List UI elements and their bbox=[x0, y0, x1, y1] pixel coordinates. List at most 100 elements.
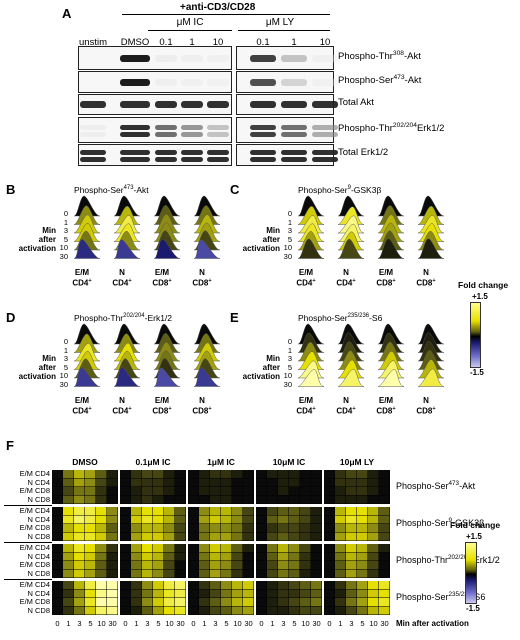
heatmap-cell bbox=[74, 507, 85, 515]
heatmap-cell bbox=[210, 495, 221, 504]
heatmap-cell bbox=[243, 569, 254, 578]
heatmap-cell bbox=[368, 561, 379, 569]
heatmap-cell bbox=[153, 470, 164, 478]
blot-band bbox=[120, 101, 150, 108]
panel-letter-D: D bbox=[6, 310, 16, 325]
population-label-line1: N bbox=[119, 396, 125, 405]
heatmap-cell bbox=[210, 544, 221, 552]
flow-title-E: Phospho-Ser235/236-S6 bbox=[298, 313, 382, 323]
heatmap-cell bbox=[311, 478, 322, 487]
heatmap-cell bbox=[289, 561, 300, 569]
heatmap-cell bbox=[120, 606, 131, 615]
time-tick: 10 bbox=[283, 371, 292, 380]
time-tick: 5 bbox=[287, 234, 292, 244]
heatmap-row-label: N CD4 bbox=[27, 551, 50, 561]
time-tick: 3 bbox=[63, 354, 68, 363]
histogram-curve bbox=[297, 369, 325, 387]
population-cell: CD4 bbox=[72, 406, 89, 416]
heatmap-cell bbox=[131, 569, 142, 578]
heatmap-cell bbox=[188, 507, 199, 515]
heatmap-cell bbox=[232, 589, 243, 598]
heatmap-x-tick: 3 bbox=[145, 619, 150, 628]
flow-title-E-suffix: -S6 bbox=[369, 313, 383, 323]
population-cell: CD8 bbox=[416, 278, 433, 288]
heatmap-cell bbox=[175, 495, 186, 504]
heatmap-cell bbox=[379, 532, 390, 541]
heatmap-cell bbox=[188, 598, 199, 606]
heatmap-cell bbox=[199, 544, 210, 552]
colorbar-min-label: -1.5 bbox=[470, 368, 484, 377]
heatmap-cell bbox=[278, 495, 289, 504]
blot-band bbox=[250, 101, 276, 108]
histogram-curve bbox=[113, 205, 141, 225]
ly-label: μM LY bbox=[265, 17, 295, 28]
heatmap-cell bbox=[232, 569, 243, 578]
heatmap-cell bbox=[153, 606, 164, 615]
heatmap-cell bbox=[379, 606, 390, 615]
population-label-line1: N bbox=[343, 396, 349, 405]
heatmap-cell bbox=[324, 515, 335, 524]
population-cell: CD8 bbox=[192, 406, 209, 416]
flow-title-C: Phospho-Ser9-GSK3β bbox=[298, 185, 381, 195]
heatmap-cell bbox=[175, 561, 186, 569]
blot-label-1-suffix: -Akt bbox=[404, 75, 422, 87]
population-label-line1: E/M bbox=[298, 396, 314, 405]
heatmap-cell bbox=[335, 470, 346, 478]
population-sup: + bbox=[128, 278, 132, 284]
heatmap-cell bbox=[153, 515, 164, 524]
heatmap-cell bbox=[199, 581, 210, 589]
heatmap-cell bbox=[63, 561, 74, 569]
heatmap-x-tick: 10 bbox=[165, 619, 174, 628]
population-cell: CD8 bbox=[416, 406, 433, 416]
blot-label-4: Total Erk1/2 bbox=[338, 147, 388, 158]
min-after-activation-label: Min after activation bbox=[236, 354, 280, 381]
heatmap-cell bbox=[85, 544, 96, 552]
heatmap-cell bbox=[335, 552, 346, 561]
histogram-curve bbox=[193, 239, 221, 259]
population-sup: + bbox=[352, 406, 356, 412]
heatmap-cell bbox=[278, 544, 289, 552]
histogram-curve bbox=[193, 367, 221, 387]
histogram-curve bbox=[337, 368, 365, 387]
heatmap-cell bbox=[120, 495, 131, 504]
heatmap-cell bbox=[142, 487, 153, 495]
heatmap-cell bbox=[85, 478, 96, 487]
time-axis: 0 1 3 5 10 30 bbox=[56, 337, 68, 389]
heatmap-cell bbox=[153, 495, 164, 504]
blot-left-1 bbox=[78, 71, 232, 93]
blot-band bbox=[281, 101, 307, 108]
heatmap-cell bbox=[335, 598, 346, 606]
population-cell: CD8 bbox=[152, 278, 169, 288]
heatmap-cell bbox=[243, 470, 254, 478]
blot-band bbox=[250, 54, 276, 62]
heatmap-cell bbox=[142, 507, 153, 515]
population-cell: CD4 bbox=[296, 278, 313, 288]
heatmap-cell bbox=[74, 561, 85, 569]
heatmap-cell bbox=[199, 606, 210, 615]
heatmap-x-tick: 10 bbox=[369, 619, 378, 628]
ic-bracket-line bbox=[148, 30, 232, 31]
heatmap-cell bbox=[289, 544, 300, 552]
heatmap-cell bbox=[335, 569, 346, 578]
heatmap-cell bbox=[164, 524, 175, 532]
heatmap-cell bbox=[232, 515, 243, 524]
heatmap-cell bbox=[107, 478, 118, 487]
heatmap-cell bbox=[243, 532, 254, 541]
heatmap-cell bbox=[256, 487, 267, 495]
heatmap-cell bbox=[188, 487, 199, 495]
heatmap-label-0-suffix: -Akt bbox=[459, 481, 476, 491]
blot-band bbox=[312, 149, 338, 155]
heatmap-cell bbox=[346, 487, 357, 495]
population-label: E/M CD8+ bbox=[144, 268, 180, 288]
blot-band-lower bbox=[312, 156, 338, 162]
population-cell: CD8 bbox=[376, 278, 393, 288]
heatmap-cell bbox=[335, 507, 346, 515]
heatmap-cell bbox=[188, 470, 199, 478]
heatmap-x-tick: 5 bbox=[360, 619, 365, 628]
heatmap-x-tick: 0 bbox=[123, 619, 128, 628]
histogram-curve bbox=[153, 367, 181, 387]
population-label: E/M CD4+ bbox=[288, 396, 324, 416]
population-cell: CD4 bbox=[112, 278, 129, 288]
heatmap-x-tick: 1 bbox=[66, 619, 71, 628]
heatmap-cell bbox=[107, 569, 118, 578]
